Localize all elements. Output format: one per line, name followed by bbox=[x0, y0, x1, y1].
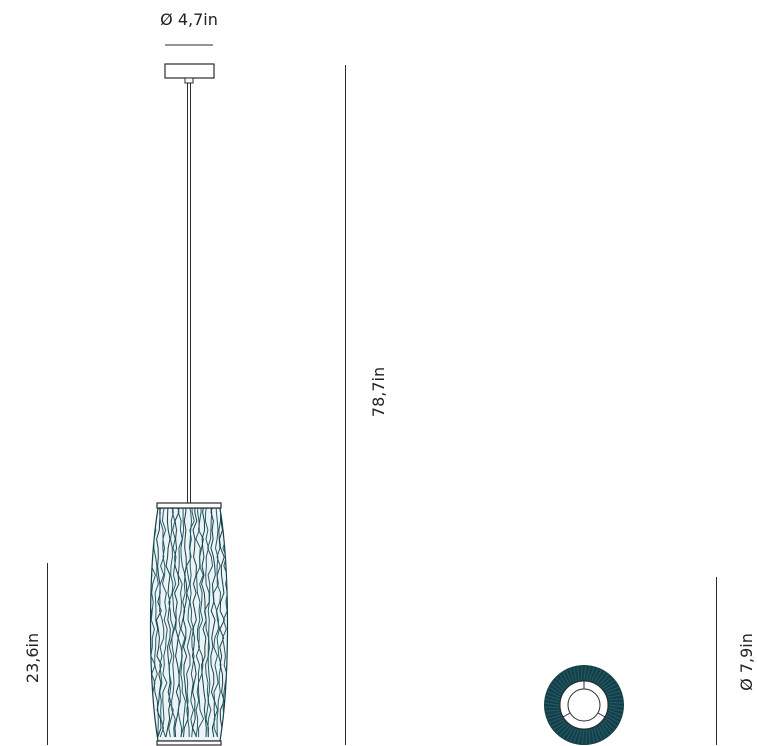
top-view-spoke bbox=[597, 712, 606, 718]
ring-strand bbox=[607, 694, 622, 698]
shade-strand bbox=[153, 508, 159, 738]
shade-diameter-label: Ø 7,9in bbox=[737, 633, 756, 691]
shade-height-label: 23,6in bbox=[23, 633, 42, 683]
ceiling-canopy bbox=[164, 63, 215, 84]
ring-strand bbox=[562, 726, 572, 739]
ring-strand bbox=[565, 670, 573, 684]
ring-strand bbox=[550, 683, 563, 693]
ring-strand bbox=[596, 671, 606, 684]
shade-strand bbox=[180, 508, 186, 738]
ring-strand bbox=[598, 674, 609, 686]
ring-strand bbox=[580, 666, 583, 681]
ring-strand bbox=[569, 728, 577, 742]
ring-strand bbox=[600, 676, 612, 687]
ring-strand bbox=[606, 690, 621, 696]
ring-strand bbox=[608, 704, 624, 708]
ring-strand bbox=[588, 729, 591, 744]
canopy-connector bbox=[184, 77, 194, 84]
ring-strand bbox=[545, 698, 560, 703]
suspension-rod bbox=[187, 83, 191, 503]
canopy-diameter-label: Ø 4,7in bbox=[160, 10, 218, 29]
shade-strand bbox=[186, 508, 193, 738]
shade-strand bbox=[161, 508, 168, 738]
lamp-shade-side-view bbox=[149, 502, 229, 746]
ring-strand bbox=[547, 714, 562, 720]
lamp-shade-top-view bbox=[544, 665, 624, 745]
ring-strand bbox=[547, 690, 561, 698]
ring-strand bbox=[603, 719, 615, 730]
ring-strand bbox=[583, 665, 587, 681]
total-height-dimension: 78,7in bbox=[345, 65, 388, 745]
ring-strand bbox=[558, 674, 568, 687]
ring-strand bbox=[593, 727, 599, 742]
ring-strand bbox=[546, 712, 561, 716]
top-view-spoke bbox=[562, 712, 571, 718]
ring-strand bbox=[544, 702, 560, 706]
ring-strand bbox=[603, 683, 617, 691]
ring-strand bbox=[608, 707, 623, 712]
ring-strand bbox=[546, 694, 560, 701]
shade-strand bbox=[165, 508, 171, 738]
shade-strand bbox=[207, 508, 214, 738]
ring-strand bbox=[598, 724, 606, 738]
ring-strand bbox=[588, 667, 595, 681]
shade-height-dimension: 23,6in bbox=[23, 563, 48, 745]
shade-strand bbox=[182, 508, 189, 738]
ring-strand bbox=[593, 669, 603, 683]
ring-strand bbox=[605, 686, 619, 694]
ring-strand bbox=[553, 721, 566, 731]
ring-strand bbox=[556, 723, 568, 734]
shade-strand bbox=[174, 508, 180, 738]
top-view-strands bbox=[544, 665, 624, 745]
ring-strand bbox=[565, 727, 575, 741]
ring-strand bbox=[591, 728, 595, 743]
ring-strand bbox=[607, 712, 621, 720]
ring-strand bbox=[573, 667, 577, 682]
ring-strand bbox=[577, 729, 582, 744]
ring-strand bbox=[585, 729, 588, 744]
shade-diameter-dimension: Ø 7,9in bbox=[716, 577, 756, 745]
ring-strand bbox=[605, 717, 618, 727]
shade-strand bbox=[189, 508, 195, 738]
ring-strand bbox=[608, 698, 623, 701]
ring-strand bbox=[591, 668, 599, 682]
ring-strand bbox=[602, 721, 613, 733]
ring-strand bbox=[606, 714, 620, 724]
ring-strand bbox=[569, 668, 575, 683]
shade-strand bbox=[195, 508, 201, 738]
ring-strand bbox=[577, 666, 580, 681]
ring-strand bbox=[545, 709, 560, 712]
top-view-hub bbox=[567, 688, 601, 722]
canopy-body bbox=[164, 63, 215, 79]
ring-strand bbox=[608, 701, 623, 704]
shade-strand bbox=[212, 508, 219, 738]
shade-strand bbox=[191, 508, 198, 738]
ring-strand bbox=[549, 716, 563, 724]
ring-strand bbox=[595, 726, 603, 740]
ring-strand bbox=[545, 706, 560, 709]
ring-strand bbox=[562, 672, 570, 686]
ring-strand bbox=[581, 729, 585, 745]
shade-strand bbox=[168, 508, 175, 738]
ring-strand bbox=[608, 709, 622, 716]
shade-strand bbox=[177, 508, 183, 738]
total-height-label: 78,7in bbox=[369, 367, 388, 417]
shade-top-ring bbox=[156, 502, 222, 509]
ring-strand bbox=[555, 677, 566, 689]
shade-bottom-ring bbox=[156, 740, 222, 746]
ring-strand bbox=[551, 719, 565, 727]
shade-strand bbox=[210, 508, 216, 738]
ring-strand bbox=[548, 686, 562, 696]
ring-strand bbox=[573, 729, 580, 743]
ring-strand bbox=[586, 666, 591, 681]
canopy-diameter-dimension: Ø 4,7in bbox=[160, 10, 218, 46]
ring-strand bbox=[602, 679, 615, 689]
ring-strand bbox=[553, 680, 565, 691]
ring-strand bbox=[600, 723, 610, 736]
ring-strand bbox=[559, 724, 570, 736]
shade-strand bbox=[155, 508, 163, 738]
shade-strands bbox=[150, 508, 228, 738]
